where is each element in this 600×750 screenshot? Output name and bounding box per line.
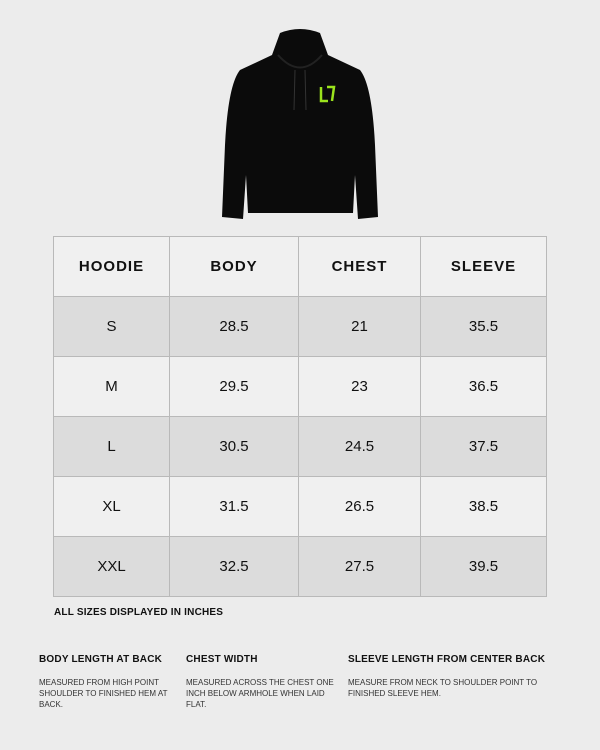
body-cell: 30.5 — [169, 416, 299, 477]
definition-chest-width: CHEST WIDTH MEASURED ACROSS THE CHEST ON… — [186, 654, 334, 710]
definition-body-length: BODY LENGTH AT BACK MEASURED FROM HIGH P… — [39, 654, 169, 710]
definition-title: SLEEVE LENGTH FROM CENTER BACK — [348, 654, 546, 665]
table-row: XL 31.5 26.5 38.5 — [53, 476, 547, 537]
definition-text: MEASURED ACROSS THE CHEST ONE INCH BELOW… — [186, 678, 334, 709]
table-row: M 29.5 23 36.5 — [53, 356, 547, 417]
sleeve-cell: 37.5 — [420, 416, 547, 477]
body-cell: 32.5 — [169, 536, 299, 597]
definition-title: CHEST WIDTH — [186, 654, 258, 665]
sleeve-cell: 39.5 — [420, 536, 547, 597]
sleeve-cell: 36.5 — [420, 356, 547, 417]
chest-cell: 24.5 — [298, 416, 421, 477]
body-cell: 29.5 — [169, 356, 299, 417]
unit-note: ALL SIZES DISPLAYED IN INCHES — [54, 607, 224, 618]
size-cell: XL — [53, 476, 170, 537]
chest-cell: 23 — [298, 356, 421, 417]
logo-icon — [319, 85, 336, 103]
size-cell: S — [53, 296, 170, 357]
header-sleeve: SLEEVE — [420, 236, 547, 297]
sleeve-cell: 35.5 — [420, 296, 547, 357]
definition-title: BODY LENGTH AT BACK — [39, 654, 163, 665]
size-cell: L — [53, 416, 170, 477]
definition-text: MEASURED FROM HIGH POINT SHOULDER TO FIN… — [39, 678, 168, 709]
table-row: XXL 32.5 27.5 39.5 — [53, 536, 547, 597]
size-chart-table: HOODIE BODY CHEST SLEEVE S 28.5 21 35.5 … — [53, 236, 547, 597]
sleeve-cell: 38.5 — [420, 476, 547, 537]
table-row: L 30.5 24.5 37.5 — [53, 416, 547, 477]
table-row: S 28.5 21 35.5 — [53, 296, 547, 357]
size-cell: M — [53, 356, 170, 417]
header-hoodie: HOODIE — [53, 236, 170, 297]
body-cell: 28.5 — [169, 296, 299, 357]
chest-cell: 26.5 — [298, 476, 421, 537]
definition-text: MEASURE FROM NECK TO SHOULDER POINT TO F… — [348, 678, 538, 698]
definition-sleeve-length: SLEEVE LENGTH FROM CENTER BACK MEASURE F… — [348, 654, 563, 699]
chest-cell: 21 — [298, 296, 421, 357]
header-chest: CHEST — [298, 236, 421, 297]
body-cell: 31.5 — [169, 476, 299, 537]
chest-cell: 27.5 — [298, 536, 421, 597]
table-header-row: HOODIE BODY CHEST SLEEVE — [53, 236, 547, 297]
hoodie-image — [222, 29, 378, 219]
header-body: BODY — [169, 236, 299, 297]
size-cell: XXL — [53, 536, 170, 597]
